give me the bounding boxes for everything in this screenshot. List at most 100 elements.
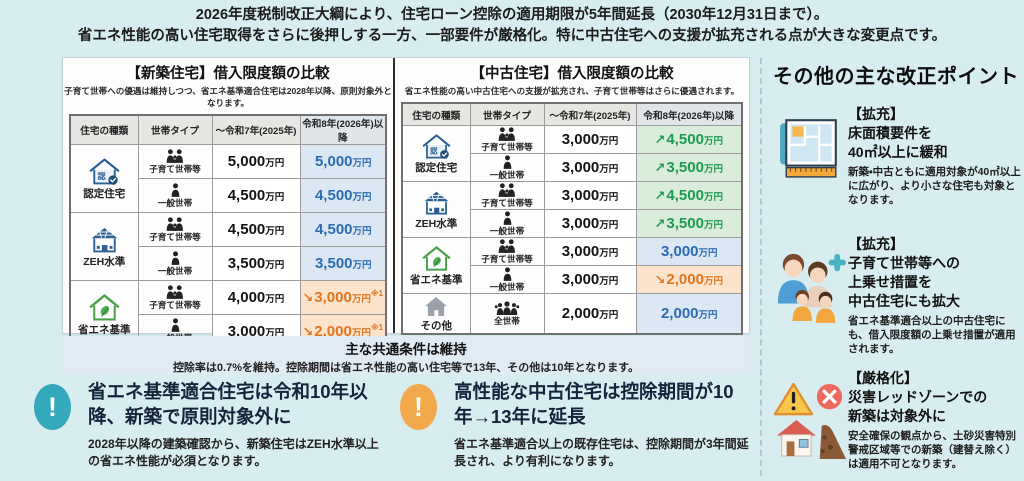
household-label: 一般世帯 [489, 225, 525, 236]
housing-type-label: 認定住宅 [415, 162, 458, 174]
side-title: その他の主な改正ポイント [773, 66, 1019, 88]
page-header: 2026年度税制改正大綱により、住宅ローン控除の適用期限が5年間延長（2030年… [0, 5, 1024, 47]
col-header-type: 住宅の種類 [69, 114, 139, 145]
limit-after-cell: 3,000万円 [635, 237, 743, 266]
col-header-after: 令和8年(2026年)以降 [635, 102, 743, 126]
family-icon [139, 217, 212, 231]
housing-type-label: その他 [420, 320, 453, 332]
limit-after-cell: ↘3,000万円※1 [299, 280, 387, 315]
single-person-icon [139, 183, 212, 197]
up-arrow-icon: ↗ [654, 132, 666, 147]
zeh-house-icon [71, 225, 138, 254]
other-house-icon [403, 295, 470, 318]
callout-headline: 省エネ基準適合住宅は令和10年以降、新築で原則対象外に [88, 381, 368, 427]
exclamation-icon: ! [34, 384, 71, 430]
table-row: 省エネ基準 子育て世帯等 4,000万円 ↘3,000万円※1 [69, 280, 387, 349]
household-cell: 一般世帯 [469, 265, 545, 294]
certified-house-icon [71, 157, 138, 186]
dashed-divider [760, 58, 762, 476]
comparison-panel: 【新築住宅】借入限度額の比較 子育て世帯への優遇は維持しつつ、省エネ基準適合住宅… [62, 57, 750, 364]
point-body: 省エネ基準適合以上の中古住宅にも、借入限度額の上乗せ措置が適用されます。 [848, 315, 1016, 355]
household-cell: 子育て世帯等 [469, 181, 545, 210]
banner-subtitle: 控除率は0.7%を維持。控除期間は省エネ性能の高い住宅等で13年、その他は10年… [172, 362, 640, 374]
household-cell: 一般世帯 [137, 246, 213, 281]
limit-before-cell: 4,500万円 [211, 212, 301, 247]
new-housing-table: 住宅の種類 世帯タイプ ～令和7年(2025年) 令和8年(2026年)以降 認… [69, 114, 387, 350]
limit-before-cell: 3,000万円 [543, 237, 637, 266]
single-person-icon [471, 211, 544, 225]
point-body: 安全確保の観点から、土砂災害特別警戒区域等での新築（建替え除く）は適用不可となり… [848, 430, 1016, 470]
table-row: ZEH水準 子育て世帯等 4,500万円 4,500万円 [69, 212, 387, 281]
limit-after-cell: ↗3,500万円 [635, 209, 743, 238]
limit-after-cell: ↘2,000万円 [635, 265, 743, 294]
callout-body: 2028年以降の建築確認から、新築住宅はZEH水準以上の省エネ性能が必須となりま… [88, 437, 379, 468]
point-tag: 【拡充】 [848, 236, 904, 252]
limit-after-cell: ↗4,500万円 [635, 181, 743, 210]
used-housing-title: 【中古住宅】借入限度額の比較 [470, 66, 674, 82]
table-row: 認定住宅 子育て世帯等 3,000万円 ↗4,500万円 [401, 125, 743, 182]
all-households-icon [471, 301, 544, 315]
housing-type-label: ZEH水準 [415, 218, 458, 230]
household-cell: 一般世帯 [469, 153, 545, 182]
family-icon [471, 239, 544, 253]
table-row: 省エネ基準 子育て世帯等 3,000万円 3,000万円 [401, 237, 743, 294]
housing-type-cell: 認定住宅 [69, 144, 139, 213]
family-icon [471, 127, 544, 141]
floorplan-icon [772, 104, 848, 207]
limit-after-cell: 4,500万円 [299, 178, 387, 213]
table-row: 一般世帯 3,000万円 ↘2,000万円 [402, 265, 743, 294]
housing-type-label: 認定住宅 [83, 188, 126, 200]
used-housing-table: 住宅の種類 世帯タイプ ～令和7年(2025年) 令和8年(2026年)以降 認… [401, 102, 743, 335]
side-point-red-zone: 【厳格化】 災害レッドゾーンでの 新築は対象外に 安全確保の観点から、土砂災害特… [772, 368, 1022, 471]
household-label: 一般世帯 [489, 281, 525, 292]
common-conditions-banner: 主な共通条件は維持 控除率は0.7%を維持。控除期間は省エネ性能の高い住宅等で1… [62, 336, 750, 374]
household-cell: 子育て世帯等 [469, 125, 545, 154]
callout-used-housing-extension: ! 高性能な中古住宅は控除期間が10年→13年に延長 省エネ基準適合以上の既存住… [396, 379, 750, 470]
down-arrow-icon: ↘ [302, 323, 314, 339]
housing-type-label: ZEH水準 [83, 256, 126, 268]
col-header-type: 住宅の種類 [401, 102, 471, 126]
banner-title: 主な共通条件は維持 [345, 342, 467, 357]
housing-type-cell: ZEH水準 [69, 212, 139, 281]
up-arrow-icon: ↗ [654, 160, 666, 175]
point-body: 新築・中古ともに適用対象が40㎡以上に広がり、より小さな住宅も対象となります。 [848, 166, 1021, 206]
limit-before-cell: 4,500万円 [211, 178, 301, 213]
callout-headline: 高性能な中古住宅は控除期間が10年→13年に延長 [454, 381, 734, 427]
household-label: 全世帯 [494, 315, 520, 326]
household-cell: 一般世帯 [469, 209, 545, 238]
household-label: 子育て世帯等 [481, 197, 533, 208]
housing-type-cell: ZEH水準 [401, 181, 471, 238]
callout-body: 省エネ基準適合以上の既存住宅は、控除期間が3年間延長され、より有利になります。 [454, 437, 749, 468]
household-label: 一般世帯 [489, 169, 525, 180]
housing-type-cell: 認定住宅 [401, 125, 471, 182]
household-cell: 子育て世帯等 [137, 144, 213, 179]
housing-type-cell: その他 [401, 293, 471, 335]
limit-before-cell: 3,000万円 [543, 125, 637, 154]
header-line-2: 省エネ性能の高い住宅取得をさらに後押しする一方、一部要件が厳格化。特に中古住宅へ… [77, 28, 947, 44]
disaster-warning-icon [772, 368, 848, 471]
zeh-house-icon [403, 189, 470, 216]
limit-after-cell: ↗4,500万円 [635, 125, 743, 154]
new-housing-subtitle: 子育て世帯への優遇は維持しつつ、省エネ基準適合住宅は2028年以降、原則対象外と… [64, 86, 392, 108]
limit-before-cell: 3,000万円 [543, 209, 637, 238]
single-person-icon [471, 267, 544, 281]
point-headline: 床面積要件を 40㎡以上に緩和 [848, 125, 948, 160]
limit-before-cell: 4,000万円 [211, 280, 301, 315]
limit-after-cell: ↗3,500万円 [635, 153, 743, 182]
limit-before-cell: 5,000万円 [211, 144, 301, 179]
limit-before-cell: 3,000万円 [543, 181, 637, 210]
side-point-child-rearing: 【拡充】 子育て世帯等への 上乗せ措置を 中古住宅にも拡大 省エネ基準適合以上の… [772, 234, 1022, 356]
single-person-icon [139, 251, 212, 265]
household-label: 子育て世帯等 [481, 141, 533, 152]
point-tag: 【厳格化】 [848, 370, 918, 386]
exclamation-glyph: ! [414, 391, 423, 422]
limit-after-cell: 3,500万円 [299, 246, 387, 281]
household-label: 子育て世帯等 [481, 253, 533, 264]
col-header-household: 世帯タイプ [137, 114, 213, 145]
col-header-after: 令和8年(2026年)以降 [299, 114, 387, 145]
certified-house-icon [403, 133, 470, 160]
limit-before-cell: 3,000万円 [543, 265, 637, 294]
up-arrow-icon: ↗ [654, 216, 666, 231]
family-plus-icon [772, 234, 848, 356]
